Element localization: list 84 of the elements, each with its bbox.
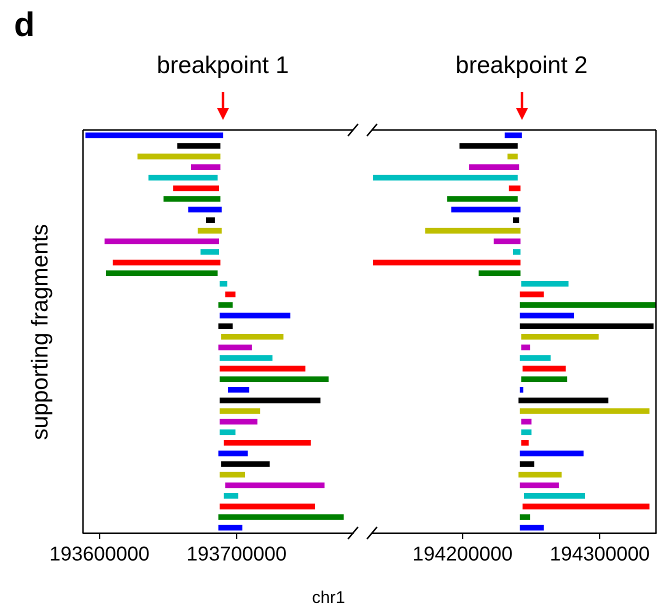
x-tick-label: 194300000 [550,544,650,566]
bar [522,504,650,510]
bar [85,132,224,138]
bar [137,154,220,160]
bar [447,196,518,202]
bar [518,398,608,404]
bar [225,482,325,488]
bar [220,376,329,382]
bar [524,493,585,499]
bar [164,196,220,202]
bar [220,504,315,510]
bar [521,376,568,382]
bar [221,334,284,340]
bar [228,387,250,393]
bar [459,143,518,149]
bar [521,429,532,436]
bar [512,249,521,255]
bar [508,186,521,192]
bar [373,260,521,266]
bar [520,312,574,318]
bar [451,206,521,212]
bar [206,217,215,223]
bar [520,450,584,456]
bar [469,164,520,170]
bar [520,355,551,361]
bar [520,292,544,298]
bar [520,482,559,488]
bar [218,302,233,308]
bar [494,238,521,244]
bar [112,260,220,266]
bar [104,238,220,244]
bar [220,366,306,372]
bar [220,355,272,361]
bar [522,366,566,372]
bar [224,440,311,446]
text: breakpoint 1 [156,52,289,80]
bar [425,228,521,234]
bar [512,217,520,223]
bar [521,344,530,350]
bar [188,206,222,212]
x-tick-label: 193600000 [49,544,150,566]
bar [148,174,218,181]
bar [218,323,233,330]
bar [520,524,544,531]
bar [220,398,320,404]
bar [521,334,599,340]
bar [520,302,656,308]
bar [218,450,248,456]
bar [173,186,220,192]
bar [504,132,522,138]
bar [521,440,529,446]
bar [220,280,228,287]
bar [520,323,654,330]
bar [478,270,521,276]
bar [507,154,518,160]
x-tick-label: 193700000 [186,544,287,566]
bar [225,292,236,298]
bar [520,461,534,467]
bar [106,270,218,276]
bar [520,514,530,520]
bar [221,461,270,467]
bar [220,429,236,436]
bar [373,174,518,181]
bar [521,280,569,287]
bar [220,408,260,414]
x-tick-label: 194200000 [412,544,513,566]
bar [220,312,290,318]
bar [218,344,252,350]
bar [218,514,344,520]
bar [518,472,562,478]
chart-title: d [14,6,35,45]
bar [520,408,650,414]
bar [220,418,258,424]
bar [224,493,238,499]
text: breakpoint 2 [455,52,588,80]
bar [198,228,222,234]
bar [190,164,220,170]
bar [177,143,220,149]
bar [218,524,242,531]
y-axis-title: supporting fragments [26,223,54,440]
bar [220,472,246,478]
bar [200,249,220,255]
bar [521,418,532,424]
x-axis-title: chr1 [312,588,346,608]
